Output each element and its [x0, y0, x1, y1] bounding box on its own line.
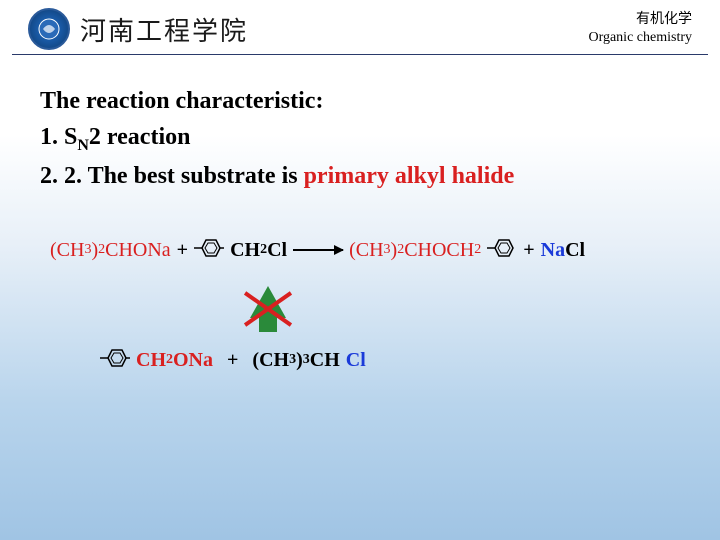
crossed-arrow	[250, 286, 286, 332]
product-1: (CH3)2CHOCH2	[349, 240, 481, 260]
plus-3: +	[227, 350, 238, 370]
logo-glyph-icon	[37, 17, 61, 41]
title-line: The reaction characteristic:	[40, 83, 680, 119]
reaction-scheme: (CH3)2CHONa + CH2Cl (CH3)2CHOCH2 + NaCl	[40, 234, 680, 376]
p1-suffix: 2 reaction	[89, 124, 191, 150]
course-en: Organic chemistry	[588, 29, 692, 47]
cl-blue: Cl	[346, 350, 366, 370]
reagent-2a: CH2ONa	[136, 350, 213, 370]
ch2cl: CH2Cl	[230, 240, 287, 260]
slide-content: The reaction characteristic: 1. SN2 reac…	[0, 55, 720, 376]
arrow-icon	[293, 249, 343, 251]
course-label: 有机化学 Organic chemistry	[588, 11, 692, 47]
point-1: 1. SN2 reaction	[40, 119, 680, 158]
reagent-2b: (CH3)3CH	[252, 350, 339, 370]
reaction-row-1: (CH3)2CHONa + CH2Cl (CH3)2CHOCH2 + NaCl	[50, 234, 680, 266]
university-logo	[28, 8, 70, 50]
reagent-1: (CH3)2CHONa	[50, 240, 171, 260]
reaction-row-2: CH2ONa + (CH3)3CH Cl	[50, 344, 680, 376]
university-name: 河南工程学院	[80, 11, 588, 48]
nacl: NaCl	[541, 240, 585, 260]
course-cn: 有机化学	[588, 11, 692, 29]
plus-2: +	[523, 240, 534, 260]
p2-prefix: 2. 2. The best substrate is	[40, 163, 304, 189]
plus-1: +	[177, 240, 188, 260]
slide-header: 河南工程学院 有机化学 Organic chemistry	[12, 0, 708, 55]
p2-highlight: primary alkyl halide	[304, 163, 515, 189]
benzene-icon	[487, 234, 517, 266]
p1-sub: N	[77, 137, 89, 154]
benzene-icon	[194, 234, 224, 266]
p1-prefix: 1. S	[40, 124, 77, 150]
point-2: 2. 2. The best substrate is primary alky…	[40, 158, 680, 194]
benzene-icon	[100, 344, 130, 376]
